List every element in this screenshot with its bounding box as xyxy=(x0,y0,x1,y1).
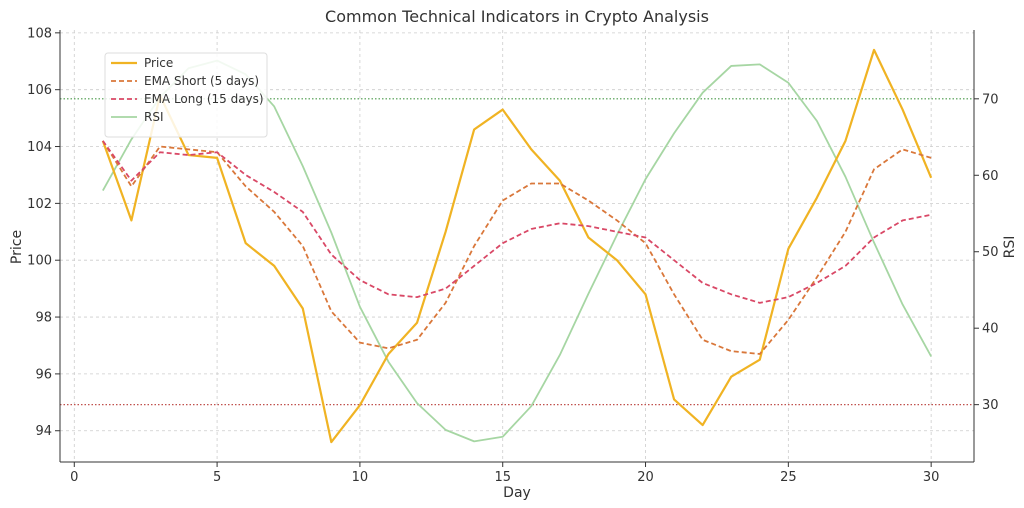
y2-tick-label: 50 xyxy=(982,245,999,260)
legend-box xyxy=(104,52,268,138)
y-tick-label: 100 xyxy=(27,254,52,269)
legend-entry-ema-long-15-days: EMA Long (15 days) xyxy=(144,92,264,106)
x-tick-label: 10 xyxy=(352,470,369,485)
legend: Price EMA Short (5 days) EMA Long (15 days… xyxy=(104,52,268,138)
chart-title: Common Technical Indicators in Crypto An… xyxy=(325,7,709,26)
y-tick-label: 94 xyxy=(35,424,52,439)
x-axis-label: Day xyxy=(503,485,531,501)
y-tick-label: 102 xyxy=(27,197,52,212)
y2-tick-label: 70 xyxy=(982,92,999,107)
legend-entry-rsi: RSI xyxy=(144,110,164,124)
y-tick-label: 98 xyxy=(35,311,52,326)
series-line-ema-long-15-days xyxy=(102,140,932,304)
y-tick-label: 104 xyxy=(27,140,52,155)
legend-entry-price: Price xyxy=(144,56,173,70)
series-line-price xyxy=(101,48,933,444)
x-tick-label: 25 xyxy=(780,470,797,485)
x-tick-label: 5 xyxy=(213,470,221,485)
y-tick-label: 108 xyxy=(27,26,52,41)
y2-tick-label: 60 xyxy=(982,169,999,184)
y2-tick-label: 40 xyxy=(982,322,999,337)
y-tick-label: 106 xyxy=(27,83,52,98)
series-line-ema-short-5-days xyxy=(102,140,932,355)
y-tick-label: 96 xyxy=(35,367,52,382)
y2-tick-label: 30 xyxy=(982,398,999,413)
reference-lines xyxy=(60,98,974,406)
x-tick-label: 30 xyxy=(923,470,940,485)
x-tick-label: 20 xyxy=(637,470,654,485)
axis-layer: 0 5 10 15 20 25 30 94 96 98 100 102 104 106 108 30 40 50 6… xyxy=(27,26,998,485)
legend-entry-ema-short-5-days: EMA Short (5 days) xyxy=(144,74,259,88)
y-axis-label: Price xyxy=(9,230,25,264)
x-tick-label: 0 xyxy=(70,470,78,485)
x-tick-label: 15 xyxy=(494,470,511,485)
y2-axis-label: RSI xyxy=(1002,236,1018,259)
